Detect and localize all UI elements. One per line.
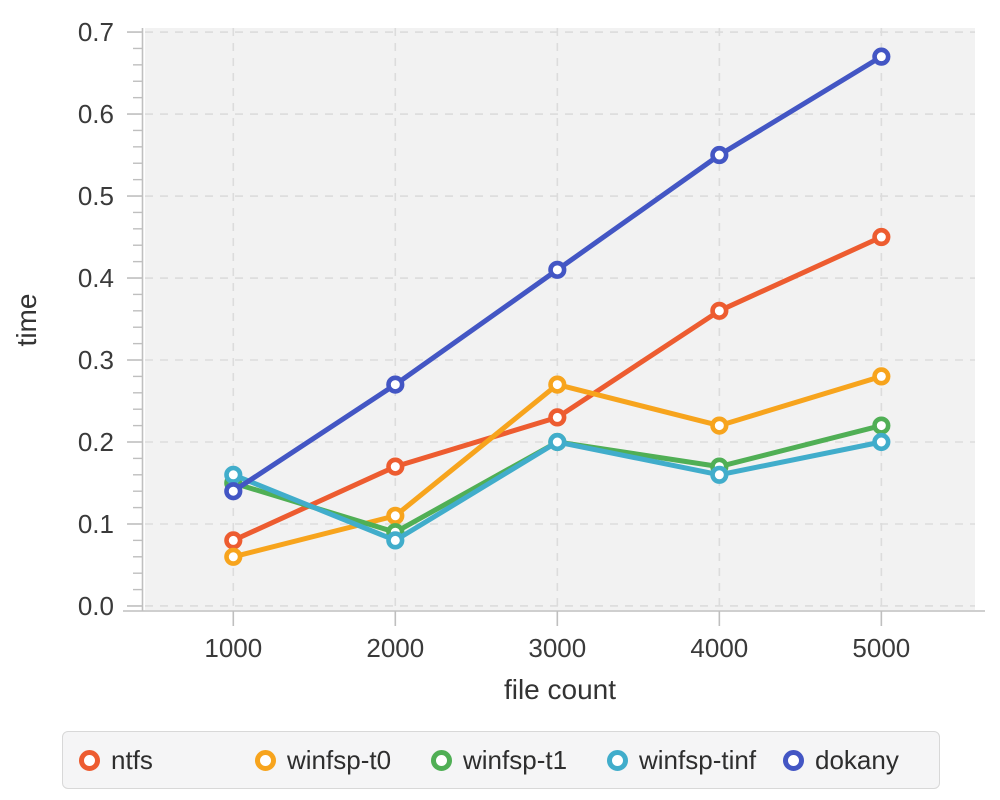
data-point-dokany — [710, 145, 729, 165]
x-tick-label: 5000 — [852, 633, 910, 663]
y-tick-label: 0.6 — [78, 99, 114, 129]
x-tick-label: 3000 — [528, 633, 586, 663]
y-tick-label: 0.5 — [78, 181, 114, 211]
legend-item-winfsp-t1[interactable]: winfsp-t1 — [431, 747, 607, 773]
y-tick-label: 0.1 — [78, 509, 114, 539]
legend-marker-winfsp-t1-icon — [431, 749, 452, 771]
legend-item-winfsp-tinf[interactable]: winfsp-tinf — [607, 747, 783, 773]
x-tick-label: 1000 — [204, 633, 262, 663]
data-point-winfsp-tinf — [872, 432, 891, 452]
y-tick-label: 0.4 — [78, 263, 114, 293]
plot-area — [145, 28, 975, 610]
legend-label: ntfs — [111, 745, 153, 775]
line-chart: 0.0 0.1 0.2 0.3 0.4 0.5 0.6 0.7 1000 2000 3000 4000… — [11, 17, 985, 705]
data-point-dokany — [224, 482, 243, 501]
legend-item-ntfs[interactable]: ntfs — [79, 747, 255, 773]
data-point-winfsp-t0 — [872, 367, 891, 386]
data-point-winfsp-t0 — [710, 416, 729, 435]
legend-item-dokany[interactable]: dokany — [783, 747, 899, 773]
legend-marker-winfsp-tinf-icon — [607, 749, 628, 771]
x-tick-label: 2000 — [366, 633, 424, 663]
legend-item-winfsp-t0[interactable]: winfsp-t0 — [255, 747, 431, 773]
y-axis-title: time — [11, 294, 42, 347]
data-point-winfsp-tinf — [710, 465, 729, 484]
data-point-ntfs — [710, 301, 729, 320]
legend-label: dokany — [815, 745, 899, 775]
data-point-ntfs — [872, 227, 891, 247]
legend-marker-dokany-icon — [783, 749, 804, 771]
legend-marker-winfsp-t0-icon — [255, 749, 276, 771]
data-point-winfsp-tinf — [386, 531, 405, 550]
x-axis-title: file count — [504, 674, 616, 705]
y-tick-label: 0.3 — [78, 345, 114, 375]
data-point-ntfs — [386, 457, 405, 476]
data-point-winfsp-tinf — [224, 465, 243, 484]
legend-label: winfsp-t0 — [287, 745, 392, 775]
legend-marker-ntfs-icon — [79, 749, 100, 771]
data-point-winfsp-t0 — [224, 547, 243, 566]
data-point-dokany — [548, 260, 567, 279]
legend-label: winfsp-t1 — [463, 745, 568, 775]
y-tick-label: 0.2 — [78, 427, 114, 457]
y-tick-label: 0.7 — [78, 17, 114, 47]
data-point-ntfs — [224, 531, 243, 550]
data-point-winfsp-t1 — [872, 416, 891, 435]
x-tick-label: 4000 — [690, 633, 748, 663]
data-point-dokany — [872, 47, 891, 66]
legend-label: winfsp-tinf — [639, 745, 757, 775]
legend: ntfs winfsp-t0 winfsp-t1 winfsp-tinf dokany — [62, 731, 940, 789]
data-point-ntfs — [548, 408, 567, 427]
data-point-winfsp-t0 — [386, 506, 405, 525]
y-tick-label: 0.0 — [78, 591, 114, 621]
data-point-winfsp-t0 — [548, 375, 567, 394]
data-point-winfsp-tinf — [548, 432, 567, 452]
data-point-dokany — [386, 375, 405, 394]
